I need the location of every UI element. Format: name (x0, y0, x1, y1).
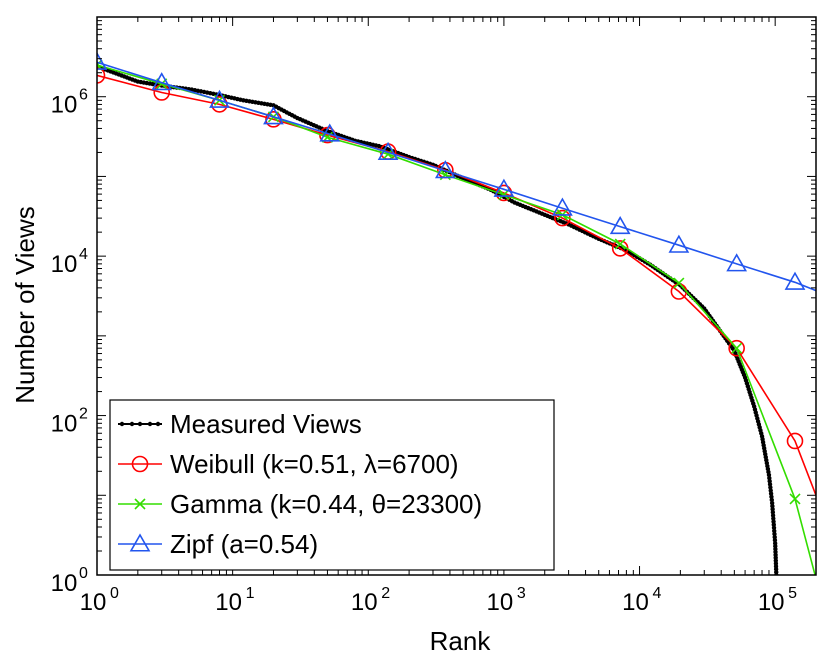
x-marker-stroke (498, 189, 510, 201)
data-point (668, 234, 690, 253)
x-tick-label-5: 10 5 (758, 585, 797, 616)
legend-label: Weibull (k=0.51, λ=6700) (170, 449, 459, 479)
x-tick-label-base: 10 (80, 589, 107, 616)
y-tick-label-base: 10 (51, 570, 78, 597)
x-axis-title: Rank (430, 626, 492, 656)
series-line (97, 61, 816, 292)
x-tick-label-exponent: 4 (653, 585, 662, 602)
data-point (786, 432, 804, 450)
x-tick-label-exponent: 3 (517, 585, 526, 602)
legend-marker (134, 498, 146, 510)
x-tick-label-0: 10 0 (80, 585, 119, 616)
legend-label: Zipf (a=0.54) (170, 529, 318, 559)
x-marker-stroke (614, 238, 626, 250)
y-tick-label-0: 10 0 (51, 565, 88, 597)
data-point (726, 253, 748, 272)
x-marker-stroke (673, 277, 685, 289)
legend-dot (155, 421, 161, 427)
y-tick-label-exponent: 6 (79, 87, 88, 104)
y-tick-label-exponent: 0 (79, 565, 88, 582)
x-tick-label-3: 10 3 (487, 585, 526, 616)
data-point (153, 84, 171, 101)
x-tick-label-base: 10 (622, 589, 649, 616)
data-point (614, 238, 626, 250)
y-axis-title: Number of Views (10, 206, 40, 404)
x-tick-label-2: 10 2 (351, 585, 390, 616)
y-tick-label-base: 10 (51, 411, 78, 438)
legend-item-measured-views: Measured Views (118, 409, 362, 439)
legend-item-weibull: Weibull (k=0.51, λ=6700) (118, 449, 459, 479)
legend-item-zipf: Zipf (a=0.54) (118, 529, 318, 559)
x-marker-stroke (731, 342, 743, 354)
data-point (151, 72, 173, 91)
y-tick-label-exponent: 2 (79, 406, 88, 423)
data-point (377, 141, 399, 160)
y-tick-label-2: 10 2 (51, 406, 88, 438)
legend-marker (129, 533, 151, 552)
data-point (97, 67, 106, 84)
data-point (209, 89, 230, 108)
x-tick-label-base: 10 (215, 589, 242, 616)
legend-item-gamma: Gamma (k=0.44, θ=23300) (118, 489, 482, 519)
x-tick-label-base: 10 (758, 589, 785, 616)
legend-label: Measured Views (170, 409, 362, 439)
y-tick-label-exponent: 4 (79, 246, 88, 263)
legend-dot (137, 421, 143, 427)
x-tick-label-1: 10 1 (215, 585, 254, 616)
legend-label: Gamma (k=0.44, θ=23300) (170, 489, 482, 519)
data-point (552, 197, 573, 216)
y-tick-label-6: 10 6 (51, 87, 88, 119)
data-point (673, 277, 685, 289)
y-tick-label-base: 10 (51, 251, 78, 278)
legend-dot (147, 421, 153, 427)
data-point (493, 178, 515, 197)
data-point (97, 51, 108, 70)
x-marker-stroke (134, 498, 146, 510)
y-tick-label-4: 10 4 (51, 246, 88, 278)
data-point (609, 215, 631, 235)
x-tick-label-base: 10 (487, 589, 514, 616)
x-tick-label-4: 10 4 (622, 585, 661, 616)
x-tick-label-exponent: 1 (246, 585, 255, 602)
legend-dot (119, 421, 125, 427)
legend-marker (131, 455, 149, 473)
x-tick-label-exponent: 2 (381, 585, 390, 602)
x-tick-label-base: 10 (351, 589, 378, 616)
data-point (434, 160, 456, 179)
y-tick-label-base: 10 (51, 92, 78, 119)
data-point (319, 123, 341, 142)
data-point (731, 342, 743, 354)
x-tick-label-exponent: 0 (110, 585, 119, 602)
data-point (784, 271, 806, 290)
x-tick-label-exponent: 5 (788, 585, 797, 602)
data-point (263, 106, 284, 125)
data-point (728, 339, 745, 357)
data-point (498, 189, 510, 201)
series-zipf (97, 51, 816, 292)
legend-box (109, 399, 555, 571)
plot-frame (96, 16, 817, 576)
x-marker-stroke (97, 59, 103, 67)
legend-dot (129, 421, 135, 427)
data-point (789, 493, 801, 505)
x-marker-stroke (789, 493, 801, 505)
